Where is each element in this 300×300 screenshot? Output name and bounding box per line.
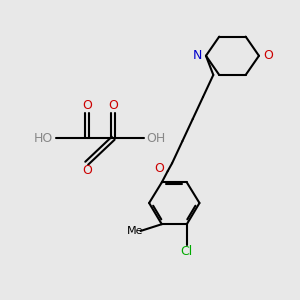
Text: O: O	[108, 99, 118, 112]
Text: O: O	[154, 162, 164, 175]
Text: O: O	[82, 164, 92, 177]
Text: OH: OH	[146, 132, 166, 145]
Text: N: N	[192, 49, 202, 62]
Text: HO: HO	[34, 132, 53, 145]
Text: Me: Me	[127, 226, 143, 236]
Text: O: O	[264, 49, 274, 62]
Text: Cl: Cl	[181, 245, 193, 258]
Text: O: O	[82, 99, 92, 112]
